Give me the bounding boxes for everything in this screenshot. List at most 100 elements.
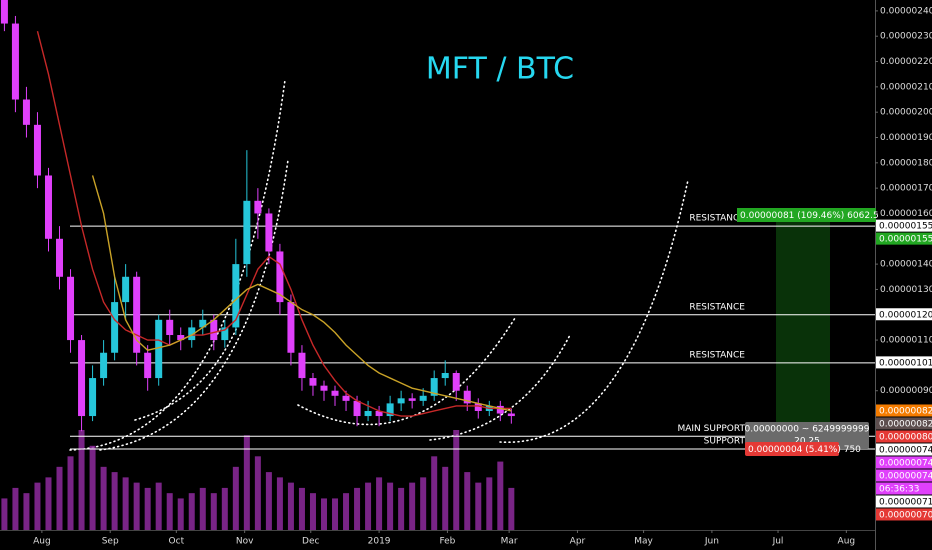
- candle-body: [331, 390, 339, 396]
- curve: [134, 324, 239, 421]
- price-box-label: 0.00000120: [879, 310, 932, 320]
- y-tick-label: 0.00000220: [880, 57, 932, 67]
- candle-body: [133, 276, 141, 353]
- volume-bar: [133, 482, 140, 530]
- volume-bar: [287, 482, 294, 530]
- price-box-label: 0.00000155: [879, 222, 932, 232]
- x-tick-label: Jun: [704, 537, 719, 547]
- volume-bar: [453, 430, 460, 530]
- volume-bar: [67, 456, 74, 530]
- candle-body: [287, 302, 295, 353]
- measure-range-label: 20.25: [794, 437, 820, 447]
- candle-body: [342, 395, 350, 401]
- x-tick-label: Jul: [772, 537, 784, 547]
- candle-body: [254, 200, 262, 214]
- y-tick-label: 0.00000200: [880, 108, 932, 118]
- volume-bar: [508, 487, 515, 530]
- volume-bar: [188, 493, 195, 530]
- volume-bar: [442, 466, 449, 530]
- measure-down-label: 0.00000004 (5.41%) 750: [748, 445, 861, 455]
- curve: [99, 159, 289, 451]
- moving-average: [91, 175, 512, 412]
- y-tick-label: 0.00000210: [880, 82, 932, 92]
- volume-bar: [464, 472, 471, 530]
- x-tick-label: Oct: [169, 537, 185, 547]
- price-box-label: 0.00000080: [879, 432, 932, 442]
- volume-bar: [376, 477, 383, 530]
- volume-bar: [100, 466, 107, 530]
- candle-body: [386, 403, 394, 417]
- candle-body: [309, 378, 317, 386]
- price-box: [876, 430, 932, 443]
- candle-body: [144, 352, 152, 379]
- candle-body: [56, 238, 64, 277]
- candle-body: [111, 302, 119, 353]
- candle-body: [221, 327, 229, 341]
- price-box-label: 0.00000074: [879, 445, 932, 455]
- volume-bar: [420, 477, 427, 530]
- volume-bar: [354, 487, 361, 530]
- price-box: [876, 219, 932, 232]
- y-tick-label: 0.00000090: [880, 386, 932, 396]
- price-box-label: 0.00000155: [879, 235, 932, 245]
- volume-bar: [221, 487, 228, 530]
- candle-body: [166, 319, 174, 336]
- volume-bar: [343, 493, 350, 530]
- volume-bar: [122, 477, 129, 530]
- x-tick-label: Aug: [838, 537, 856, 547]
- volume-bar: [398, 487, 405, 530]
- volume-bar: [166, 493, 173, 530]
- level-label: RESISTANCE: [689, 302, 745, 312]
- candle-body: [11, 23, 19, 100]
- candle-body: [320, 385, 328, 391]
- candle-body: [353, 400, 361, 417]
- candle-body: [155, 319, 163, 379]
- candle-body: [210, 319, 218, 341]
- candle-body: [265, 213, 273, 252]
- candle-body: [441, 373, 449, 379]
- volume-bar: [309, 493, 316, 530]
- candle-body: [452, 373, 460, 391]
- candle-body: [419, 395, 427, 401]
- candle-body: [0, 0, 8, 24]
- y-tick-label: 0.00000180: [880, 158, 932, 168]
- volume-bar: [387, 482, 394, 530]
- x-tick-label: May: [634, 537, 653, 547]
- volume-bar: [475, 482, 482, 530]
- price-box-label: 0.00000074: [879, 458, 932, 468]
- x-tick-label: Feb: [439, 537, 455, 547]
- candle-body: [243, 200, 251, 265]
- candle-body: [177, 335, 185, 341]
- price-box: [876, 456, 932, 469]
- volume-bar: [111, 472, 118, 530]
- x-tick-label: Sep: [102, 537, 119, 547]
- level-label: SUPPORT: [704, 436, 746, 446]
- x-tick-label: Dec: [302, 537, 319, 547]
- candle-body: [89, 378, 97, 417]
- price-box: [876, 469, 932, 482]
- volume-bar: [232, 466, 239, 530]
- candle-body: [463, 390, 471, 404]
- volume-bar: [23, 493, 30, 530]
- measure-up-box: [737, 208, 876, 222]
- volume-bar: [56, 466, 63, 530]
- candle-body: [408, 398, 416, 401]
- price-box-label: 0.00000082: [879, 406, 932, 416]
- price-box: [876, 508, 932, 521]
- volume-bar: [332, 498, 339, 530]
- candle-body: [496, 405, 504, 414]
- price-box: [876, 356, 932, 369]
- measure-up-label: 0.00000081 (109.46%) 6062.5: [740, 211, 879, 221]
- candle-body: [122, 276, 130, 303]
- volume-bar: [486, 477, 493, 530]
- measure-zone: [776, 214, 830, 449]
- candle-body: [100, 352, 108, 379]
- y-tick-label: 0.00000240: [880, 6, 932, 16]
- volume-bar: [365, 482, 372, 530]
- volume-bar: [155, 482, 162, 530]
- price-box-label: 0.00000082: [879, 419, 932, 429]
- volume-bar: [78, 430, 85, 530]
- x-tick-label: Aug: [33, 537, 51, 547]
